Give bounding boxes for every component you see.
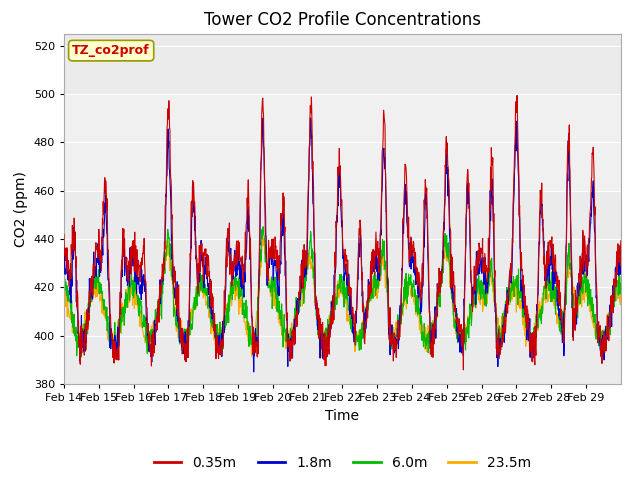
Y-axis label: CO2 (ppm): CO2 (ppm) bbox=[14, 171, 28, 247]
Legend: 0.35m, 1.8m, 6.0m, 23.5m: 0.35m, 1.8m, 6.0m, 23.5m bbox=[148, 450, 537, 475]
Bar bbox=[64, 94, 621, 191]
Title: Tower CO2 Profile Concentrations: Tower CO2 Profile Concentrations bbox=[204, 11, 481, 29]
Text: TZ_co2prof: TZ_co2prof bbox=[72, 44, 150, 57]
X-axis label: Time: Time bbox=[325, 408, 360, 422]
